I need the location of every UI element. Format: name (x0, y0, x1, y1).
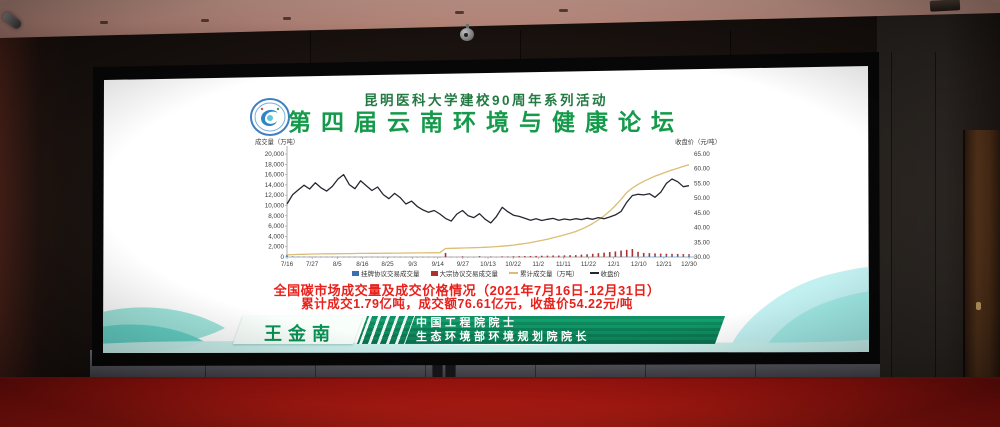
svg-text:10/13: 10/13 (480, 261, 496, 268)
speaker-name: 王金南 (264, 324, 336, 344)
svg-text:35.00: 35.00 (694, 239, 710, 246)
svg-text:8,000: 8,000 (268, 213, 284, 220)
legend-label: 收盘价 (600, 271, 621, 278)
red-carpet (0, 377, 1000, 427)
outlet-box-icon (445, 364, 456, 378)
svg-text:10/22: 10/22 (505, 261, 521, 268)
svg-text:4,000: 4,000 (268, 233, 284, 240)
svg-text:12/30: 12/30 (681, 261, 697, 268)
chart-summary-text: 全国碳市场成交量及成交价格情况（2021年7月16日-12月31日） 累计成交1… (103, 283, 849, 311)
svg-text:2,000: 2,000 (268, 244, 284, 251)
forum-title: 第四届云南环境与健康论坛 (288, 110, 684, 135)
svg-text:0: 0 (280, 254, 284, 261)
svg-text:65.00: 65.00 (694, 151, 710, 158)
forum-logo-icon (250, 98, 290, 136)
svg-text:11/22: 11/22 (581, 261, 597, 268)
svg-text:9/27: 9/27 (457, 261, 470, 268)
svg-text:收盘价（元/吨）: 收盘价（元/吨） (675, 137, 721, 146)
svg-text:12/1: 12/1 (607, 261, 620, 268)
summary-line2: 累计成交1.79亿吨，成交额76.61亿元，收盘价54.22元/吨 (301, 296, 633, 311)
svg-text:12/21: 12/21 (656, 261, 672, 268)
wall-seam (310, 30, 311, 90)
panel-seam (755, 350, 756, 383)
legend-item: 挂牌协议交易成交量 (352, 268, 420, 278)
speaker-title-line1: 中国工程院院士 (416, 317, 518, 329)
svg-text:16,000: 16,000 (265, 172, 285, 179)
svg-text:30.00: 30.00 (694, 254, 710, 261)
event-series-title: 昆明医科大学建校90周年系列活动 (363, 93, 609, 108)
ceiling-speaker-icon (929, 0, 961, 12)
wall-seam (891, 52, 892, 382)
svg-text:11/2: 11/2 (532, 261, 544, 268)
svg-text:12,000: 12,000 (265, 192, 285, 199)
svg-text:7/27: 7/27 (306, 261, 319, 268)
legend-label: 大宗协议交易成交量 (439, 271, 499, 278)
legend-item: 收盘价 (589, 268, 621, 278)
recessed-light-icon (455, 11, 464, 14)
legend-item: 大宗协议交易成交量 (430, 268, 499, 278)
legend-line-swatch (509, 272, 518, 274)
svg-text:9/14: 9/14 (432, 261, 445, 268)
legend-label: 累计成交量（万吨） (520, 271, 579, 278)
svg-text:11/11: 11/11 (556, 261, 571, 268)
svg-text:50.00: 50.00 (694, 195, 710, 202)
chart-legend: 挂牌协议交易成交量 大宗协议交易成交量 累计成交量（万吨） 收盘价 (104, 268, 868, 278)
panel-seam (315, 350, 316, 383)
panel-seam (425, 350, 426, 383)
svg-text:18,000: 18,000 (265, 161, 285, 168)
wall-seam (935, 52, 936, 382)
speaker-titles: 中国工程院院士 生态环境部环境规划院院长 (416, 317, 590, 344)
panel-seam (645, 350, 646, 383)
svg-text:8/25: 8/25 (381, 261, 394, 268)
recessed-light-icon (559, 9, 568, 12)
svg-text:10,000: 10,000 (265, 203, 285, 210)
svg-text:45.00: 45.00 (694, 210, 710, 217)
panel-seam (535, 350, 536, 383)
svg-text:12/10: 12/10 (631, 261, 647, 268)
svg-text:成交量（万吨）: 成交量（万吨） (255, 137, 299, 146)
door-handle-icon (976, 302, 981, 310)
legend-item: 累计成交量（万吨） (509, 268, 579, 278)
svg-text:60.00: 60.00 (694, 166, 710, 173)
legend-label: 挂牌协议交易成交量 (361, 271, 420, 278)
chart-plot-area: 成交量（万吨） 收盘价（元/吨） 0 2,000 4,000 6,000 8,000 10,0… (255, 137, 721, 268)
carbon-market-chart: 成交量（万吨） 收盘价（元/吨） 0 2,000 4,000 6,000 8,000 10,0… (253, 136, 723, 288)
recessed-light-icon (283, 17, 291, 20)
svg-text:7/16: 7/16 (281, 261, 294, 268)
outlet-box-icon (432, 364, 443, 378)
recessed-light-icon (100, 21, 108, 24)
svg-text:40.00: 40.00 (694, 225, 710, 232)
dome-camera-icon (460, 24, 475, 41)
legend-square-swatch (430, 270, 438, 276)
panel-seam (205, 350, 206, 383)
svg-text:55.00: 55.00 (694, 180, 710, 187)
door (963, 130, 1000, 400)
legend-line-swatch (589, 272, 599, 274)
svg-text:14,000: 14,000 (265, 182, 285, 189)
left-wall-highlight (0, 30, 70, 400)
right-wall (877, 12, 1000, 412)
svg-text:8/5: 8/5 (333, 261, 342, 268)
speaker-title-line2: 生态环境部环境规划院院长 (416, 330, 590, 343)
summary-line1: 全国碳市场成交量及成交价格情况（2021年7月16日-12月31日） (273, 283, 661, 298)
svg-text:20,000: 20,000 (265, 151, 285, 158)
svg-text:8/16: 8/16 (356, 261, 369, 268)
svg-text:9/3: 9/3 (408, 261, 417, 268)
recessed-light-icon (201, 19, 209, 22)
svg-text:6,000: 6,000 (268, 223, 284, 230)
legend-square-swatch (352, 270, 359, 276)
